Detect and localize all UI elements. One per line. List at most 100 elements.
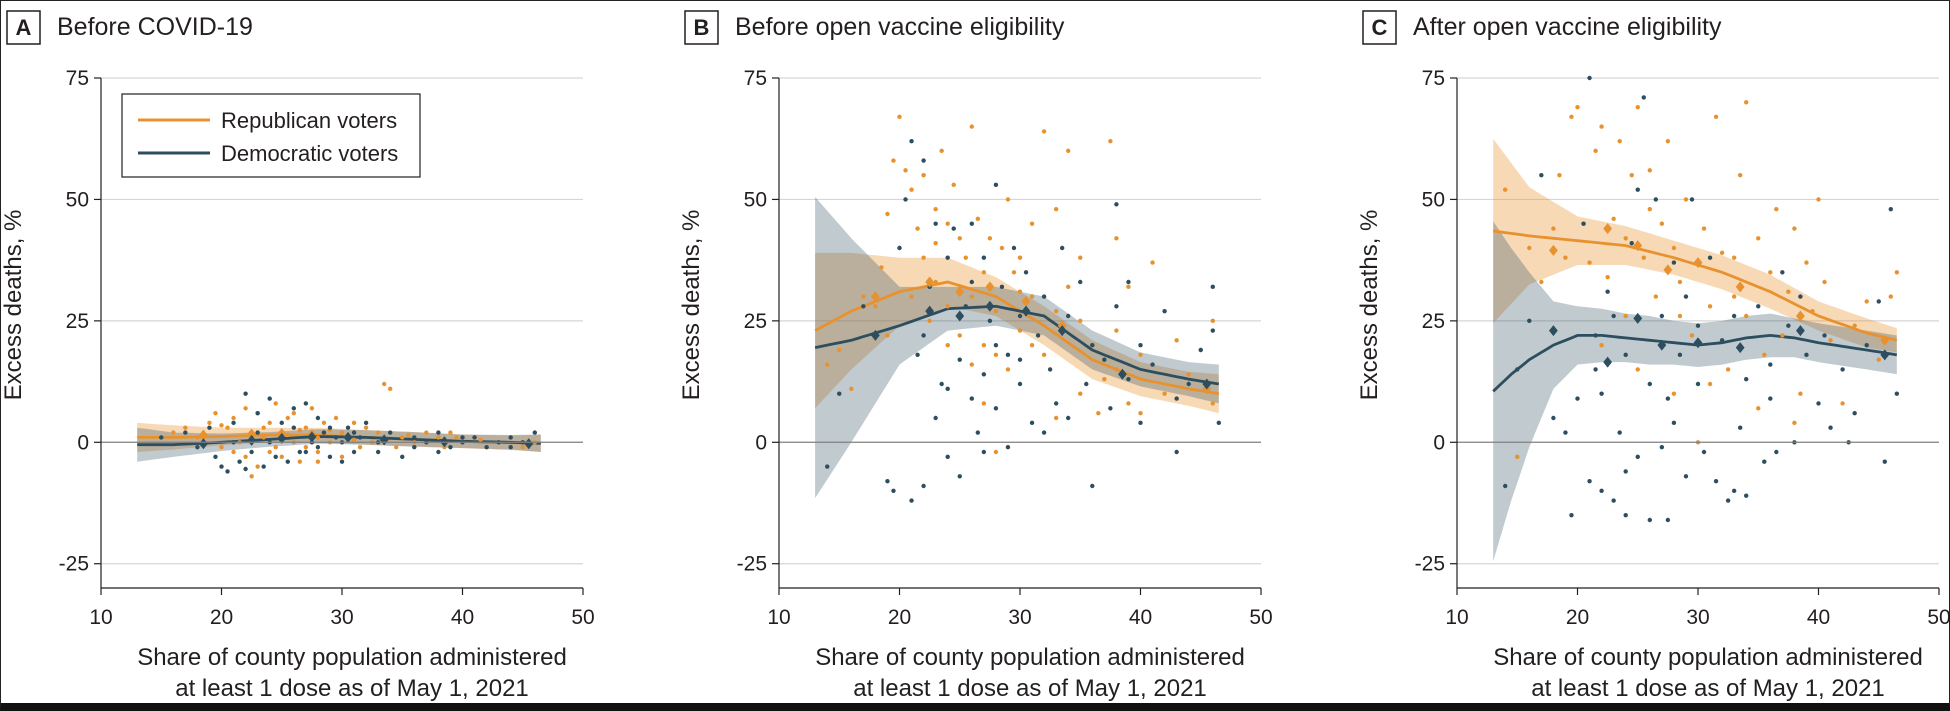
panel-c-republican-point xyxy=(1701,226,1707,231)
panel-b-democratic-point xyxy=(1150,362,1155,367)
panel-a-democratic-point xyxy=(219,464,224,469)
panel-a-x-tick-label: 30 xyxy=(330,606,353,629)
panel-b-democratic-point xyxy=(1174,449,1179,455)
panel-b-x-axis-label-line1: Share of county population administered xyxy=(815,644,1245,671)
panel-a-republican-point xyxy=(357,444,363,450)
panel-c-republican-point xyxy=(1840,401,1845,406)
panel-b-democratic-point xyxy=(1011,245,1017,251)
panel-c-democratic-point xyxy=(1587,75,1592,81)
panel-b-republican-point xyxy=(1053,415,1059,421)
panel-a-democratic-point xyxy=(351,449,357,455)
panel-a-y-tick-label: -25 xyxy=(59,553,89,576)
panel-a-democratic-point xyxy=(315,415,321,421)
panel-b-republican-point xyxy=(1114,367,1119,372)
panel-c-democratic-bin-mean xyxy=(1693,337,1703,349)
panel-a-democratic-point xyxy=(460,435,465,440)
panel-b-republican-point xyxy=(1017,255,1023,260)
panel-a-y-tick-label: 25 xyxy=(66,310,89,333)
panel-c-democratic-bin-mean xyxy=(1880,349,1890,361)
panel-c-democratic-point xyxy=(1677,352,1683,358)
panel-c-republican-bin-mean xyxy=(1633,240,1643,252)
panel-c-republican-point xyxy=(1593,148,1598,154)
panel-b-republican-point xyxy=(1126,284,1131,290)
panel-c-y-tick-label: 0 xyxy=(1433,431,1445,454)
panel-b-democratic-point xyxy=(933,415,938,421)
panel-b-republican-point xyxy=(975,216,981,222)
panel-a-x-axis-label-line2: at least 1 dose as of May 1, 2021 xyxy=(175,675,529,702)
panel-c-republican-bin-mean xyxy=(1735,281,1745,293)
panel-a-republican-point xyxy=(351,420,357,426)
panel-a-democratic-bin-mean xyxy=(277,432,287,444)
panel-b-democratic-point xyxy=(1066,415,1071,421)
panel-b-republican-point xyxy=(1053,308,1059,314)
panel-a-republican-point xyxy=(231,415,236,421)
panel-a-democratic-point xyxy=(249,449,254,455)
panel-b-republican-point xyxy=(1005,367,1011,372)
panel-c-democratic-point xyxy=(1629,240,1634,246)
panel-b-democratic-point xyxy=(1126,376,1131,382)
panel-c-republican-point xyxy=(1894,270,1900,275)
panel-b-democratic-bin-mean xyxy=(985,300,995,312)
panel-a-y-tick-label: 0 xyxy=(77,431,89,454)
panel-a-republican-point xyxy=(400,435,405,440)
panel-c-democratic-point xyxy=(1864,342,1869,348)
panel-b-republican-point xyxy=(861,294,866,299)
panel-a-democratic-point xyxy=(375,449,381,455)
panel-b-republican-bin-mean xyxy=(925,276,935,288)
panel-c-tag: C xyxy=(1372,15,1388,40)
panel-c-republican-point xyxy=(1719,250,1725,256)
panel-c-democratic-point xyxy=(1611,313,1616,319)
panel-c-tag-box xyxy=(1362,10,1397,45)
panel-c-republican-point xyxy=(1503,187,1508,192)
panel-a-republican-point xyxy=(231,449,236,455)
legend: Republican voters Democratic voters xyxy=(121,93,421,178)
panel-c-x-tick-label: 30 xyxy=(1686,606,1709,629)
panel-b-title: Before open vaccine eligibility xyxy=(735,13,1065,41)
panel-c-x-axis-label-line2: at least 1 dose as of May 1, 2021 xyxy=(1531,675,1885,702)
panel-b-democratic-point xyxy=(969,396,974,401)
panel-a-republican-point xyxy=(406,432,411,438)
panel-c-democratic-point xyxy=(1671,260,1677,265)
panel-c-republican-point xyxy=(1647,206,1653,212)
panel-a-x-axis-label-line1: Share of county population administered xyxy=(137,644,567,671)
panel-b-republican-point xyxy=(1162,391,1167,396)
panel-a-democratic-point xyxy=(357,435,363,440)
panel-c-republican-point xyxy=(1810,308,1815,314)
panel-a-democratic-point xyxy=(351,430,357,435)
panel-b-republican-point xyxy=(1174,338,1179,343)
panel-a-republican-point xyxy=(478,437,483,443)
panel-a-republican-point xyxy=(297,459,303,464)
panel-c-republican-point xyxy=(1822,279,1827,285)
panel-a-republican-point xyxy=(303,425,309,430)
panel-a-x-tick-label: 20 xyxy=(210,606,233,629)
panel-b-republican-point xyxy=(981,270,987,275)
panel-b-republican-point xyxy=(999,245,1005,251)
panel-c-y-tick-label: 50 xyxy=(1422,188,1445,211)
panel-c-democratic-point xyxy=(1647,381,1653,387)
panel-a-democratic-point xyxy=(285,459,290,464)
panel-b-democratic-point xyxy=(1210,328,1216,333)
panel-b-democratic-point xyxy=(951,226,956,231)
panel-c-republican-point xyxy=(1617,138,1622,144)
panel-b-republican-point xyxy=(1126,401,1131,406)
panel-b-republican-bin-mean xyxy=(871,291,880,303)
panel-c-democratic-point xyxy=(1888,206,1894,212)
panel-c-republican-point xyxy=(1569,114,1574,120)
panel-b-democratic-point xyxy=(915,352,920,358)
panel-c-democratic-point xyxy=(1611,498,1616,503)
panel-c-republican-point xyxy=(1599,124,1604,129)
panel-a-democratic-point xyxy=(297,449,303,455)
panel-a-democratic-point xyxy=(195,444,200,450)
panel-a-y-axis-label: Excess deaths, % xyxy=(0,210,27,401)
panel-c-democratic-point xyxy=(1816,401,1821,406)
panel-b-democratic-point xyxy=(1138,342,1143,348)
panel-c-x-tick-label: 20 xyxy=(1566,606,1589,629)
panel-a-republican-point xyxy=(381,381,387,387)
panel-c-republican-point xyxy=(1653,294,1659,299)
panel-c-democratic-point xyxy=(1774,449,1779,455)
panel-a-republican-point xyxy=(273,444,278,450)
panel-c-republican-point xyxy=(1786,289,1791,294)
panel-a-republican-point xyxy=(213,410,218,416)
panel-a-tag: A xyxy=(16,15,32,40)
panel-c-x-tick-label: 40 xyxy=(1807,606,1830,629)
